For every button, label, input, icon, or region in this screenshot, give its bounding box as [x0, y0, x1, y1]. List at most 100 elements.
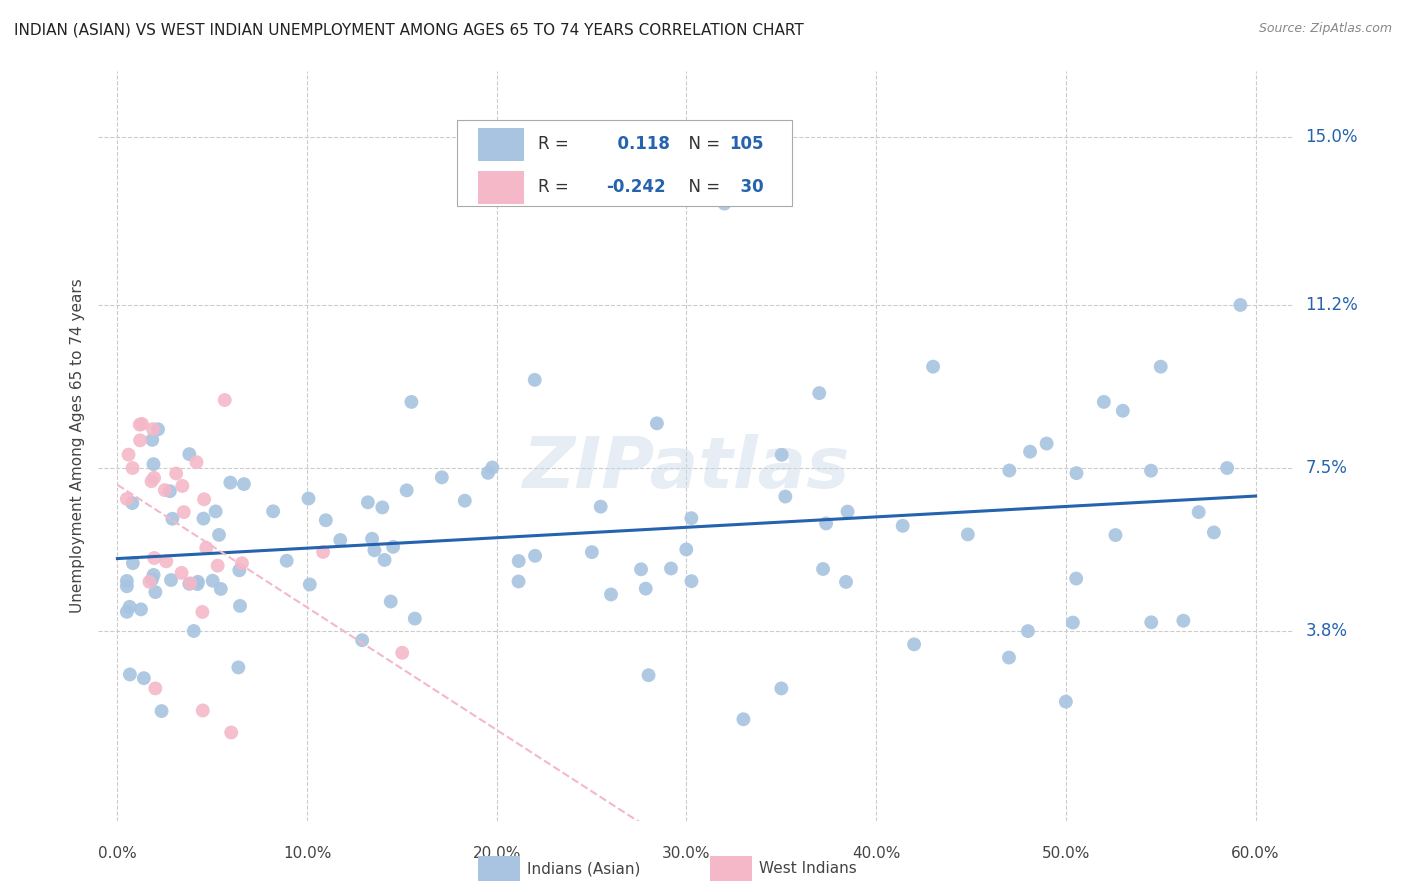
Point: [276, 554, 298, 568]
Point: [391, 646, 413, 660]
Point: [589, 500, 612, 514]
Point: [183, 624, 205, 638]
Point: [121, 461, 143, 475]
Point: [508, 554, 530, 568]
Point: [581, 183, 603, 197]
Point: [118, 667, 141, 681]
Point: [193, 492, 215, 507]
Point: [141, 475, 163, 489]
Point: [1150, 359, 1173, 374]
FancyBboxPatch shape: [457, 120, 792, 206]
Point: [454, 493, 477, 508]
Point: [142, 457, 165, 471]
Text: 7.5%: 7.5%: [1306, 459, 1347, 477]
Point: [117, 448, 139, 462]
Point: [1140, 615, 1163, 630]
Point: [201, 574, 224, 588]
Point: [229, 599, 252, 613]
Point: [193, 511, 215, 525]
Point: [508, 574, 530, 589]
Text: 0.0%: 0.0%: [98, 846, 136, 861]
Point: [630, 562, 652, 576]
Point: [1064, 572, 1087, 586]
Point: [160, 573, 183, 587]
Point: [329, 533, 352, 547]
Point: [179, 576, 201, 591]
Point: [395, 483, 418, 498]
Text: 40.0%: 40.0%: [852, 846, 900, 861]
Point: [232, 477, 254, 491]
Point: [600, 587, 623, 601]
Point: [404, 612, 426, 626]
Point: [775, 490, 797, 504]
FancyBboxPatch shape: [478, 128, 524, 161]
Point: [138, 574, 160, 589]
Text: 60.0%: 60.0%: [1232, 846, 1279, 861]
Point: [1019, 444, 1042, 458]
Text: N =: N =: [678, 136, 725, 153]
Text: 105: 105: [730, 136, 763, 153]
Point: [634, 582, 657, 596]
Text: 30.0%: 30.0%: [662, 846, 711, 861]
Point: [141, 433, 163, 447]
Point: [142, 422, 165, 436]
Point: [145, 585, 167, 599]
Point: [681, 511, 703, 525]
Text: INDIAN (ASIAN) VS WEST INDIAN UNEMPLOYMENT AMONG AGES 65 TO 74 YEARS CORRELATION: INDIAN (ASIAN) VS WEST INDIAN UNEMPLOYME…: [14, 22, 804, 37]
Point: [891, 518, 914, 533]
Point: [835, 574, 858, 589]
Point: [524, 549, 547, 563]
Text: 10.0%: 10.0%: [283, 846, 332, 861]
Text: R =: R =: [538, 136, 574, 153]
Text: West Indians: West Indians: [759, 862, 858, 876]
Point: [1035, 436, 1057, 450]
Point: [195, 541, 218, 555]
Point: [165, 467, 187, 481]
Text: 3.8%: 3.8%: [1306, 622, 1347, 640]
Point: [228, 563, 250, 577]
Point: [1216, 461, 1239, 475]
Point: [645, 417, 668, 431]
Point: [903, 637, 925, 651]
Point: [352, 633, 374, 648]
Text: 0.118: 0.118: [606, 136, 671, 153]
Point: [297, 491, 319, 506]
Point: [581, 545, 603, 559]
Point: [173, 505, 195, 519]
Point: [659, 561, 682, 575]
Point: [371, 500, 394, 515]
Text: 50.0%: 50.0%: [1042, 846, 1090, 861]
Point: [298, 577, 321, 591]
Point: [681, 574, 703, 589]
Point: [430, 470, 453, 484]
Point: [1112, 403, 1135, 417]
Point: [118, 599, 141, 614]
Point: [675, 542, 697, 557]
Point: [956, 527, 979, 541]
Point: [208, 528, 231, 542]
Text: 30: 30: [730, 178, 763, 196]
Point: [179, 576, 201, 591]
Point: [1054, 695, 1077, 709]
Point: [207, 558, 229, 573]
Point: [922, 359, 945, 374]
Point: [315, 513, 337, 527]
Point: [115, 574, 138, 588]
Point: [129, 602, 152, 616]
Point: [132, 671, 155, 685]
Point: [770, 448, 793, 462]
Point: [1062, 615, 1084, 630]
Point: [143, 551, 166, 566]
Point: [228, 660, 250, 674]
Point: [214, 392, 236, 407]
Point: [837, 505, 859, 519]
Point: [312, 545, 335, 559]
Point: [187, 574, 209, 589]
Text: R =: R =: [538, 178, 574, 196]
Point: [191, 605, 214, 619]
Point: [713, 196, 735, 211]
Point: [131, 417, 153, 431]
Point: [170, 566, 193, 580]
Point: [121, 556, 143, 570]
Point: [150, 704, 173, 718]
